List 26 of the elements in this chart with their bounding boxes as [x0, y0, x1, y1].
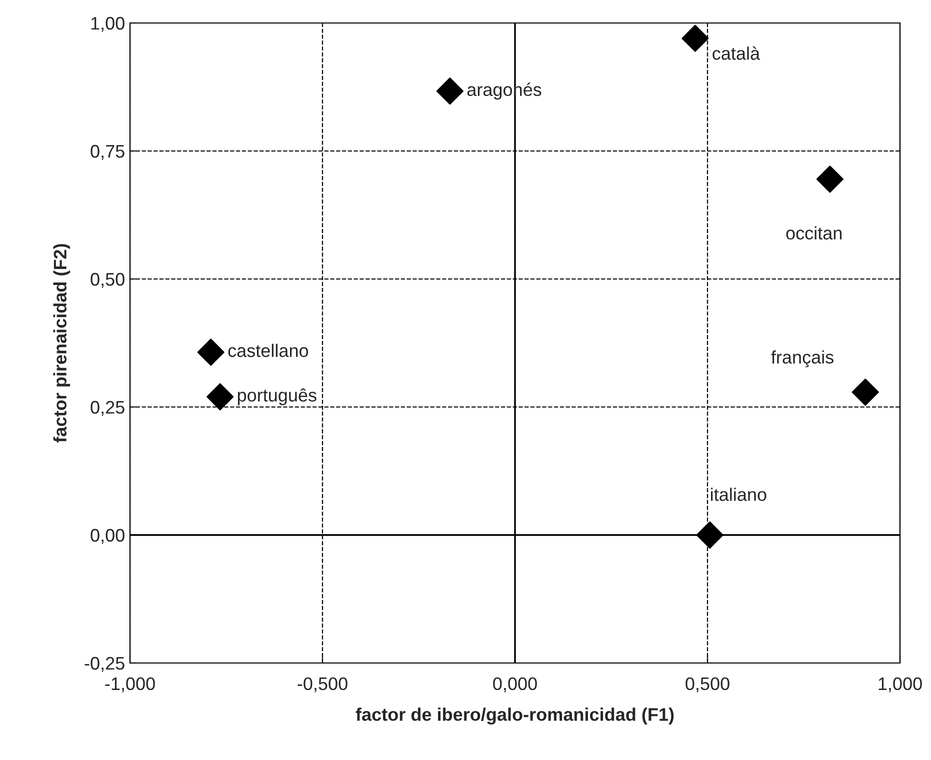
point: [852, 378, 879, 406]
x-tick-label: -0,500: [298, 677, 348, 692]
y-tick-label: -0,25: [84, 656, 124, 672]
annotation: italiano: [711, 488, 766, 501]
y-tick-label: 0,50: [90, 272, 124, 288]
point: [682, 24, 709, 52]
annotation: português: [238, 388, 316, 406]
x-tick-label: -1,000: [105, 677, 155, 692]
x-tick-label: 1,000: [878, 677, 922, 692]
y-tick-label: 0,00: [90, 528, 124, 544]
point: [206, 383, 234, 410]
y-tick-label: 0,25: [90, 400, 124, 416]
x-axis-title: factor de ibero/galo-romanicidad (F1): [356, 708, 674, 725]
point: [197, 338, 224, 366]
point: [436, 78, 464, 105]
annotation: français: [771, 350, 834, 368]
x-tick-label: 0,000: [493, 677, 537, 692]
x-tick-label: 0,500: [686, 677, 730, 692]
y-tick-label: 1,00: [91, 16, 124, 32]
y-axis-title: factor pirenaicidad (F2): [53, 244, 70, 443]
point: [696, 521, 724, 549]
annotation: català: [712, 46, 760, 60]
point: [816, 166, 844, 193]
y-tick-label: 0,75: [90, 144, 124, 160]
annotation: occitan: [786, 226, 842, 240]
annotation: castellano: [228, 344, 308, 358]
